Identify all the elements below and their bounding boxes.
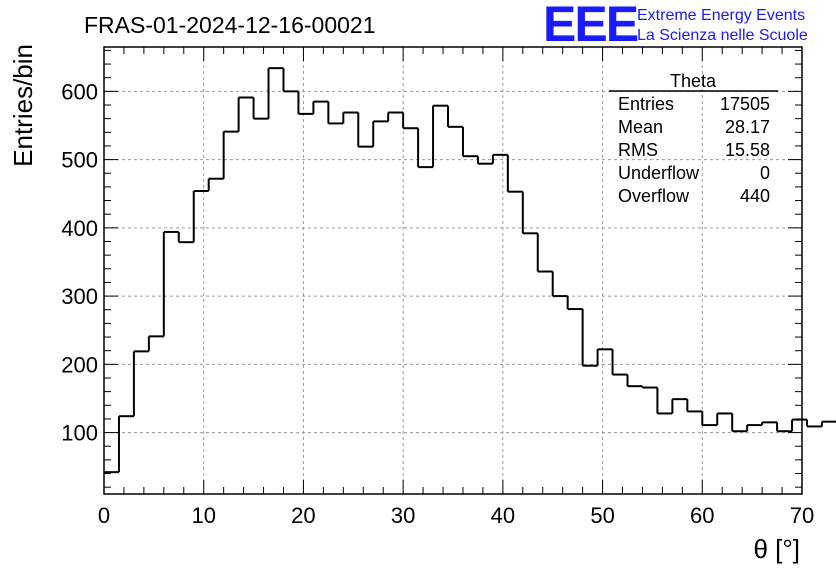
stats-label: Underflow (618, 163, 700, 183)
eee-logo: EEE Extreme Energy Events La Scienza nel… (543, 0, 808, 52)
axes: 0 10 20 30 40 50 60 70 100 200 300 400 500 600 (61, 46, 814, 528)
y-tick-label: 500 (61, 148, 98, 173)
eee-logo-line2: La Scienza nelle Scuole (637, 27, 808, 44)
eee-logo-line1: Extreme Energy Events (637, 7, 805, 24)
stats-value: 440 (740, 186, 770, 206)
x-tick-label: 0 (98, 503, 110, 528)
y-tick-label: 100 (61, 421, 98, 446)
x-tick-label: 30 (391, 503, 415, 528)
stats-value: 15.58 (725, 140, 770, 160)
stats-label: Mean (618, 117, 663, 137)
stats-box-title: Theta (670, 71, 717, 91)
x-tick-label: 40 (491, 503, 515, 528)
y-axis-label: Entries/bin (8, 44, 38, 167)
histogram (104, 67, 836, 474)
x-tick-label: 70 (790, 503, 814, 528)
stats-value: 28.17 (725, 117, 770, 137)
x-tick-label: 60 (690, 503, 714, 528)
plot-frame (103, 46, 803, 495)
stats-rows: Entries 17505 Mean 28.17 RMS 15.58 Underflow 0 O… (618, 94, 770, 206)
y-tick-label: 200 (61, 352, 98, 377)
x-tick-label: 50 (590, 503, 614, 528)
x-tick-label: 20 (291, 503, 315, 528)
stats-label: RMS (618, 140, 658, 160)
stats-value: 17505 (720, 94, 770, 114)
chart-title: FRAS-01-2024-12-16-00021 (84, 12, 376, 38)
stats-box: Theta Entries 17505 Mean 28.17 RMS 15.58 Under… (609, 71, 778, 206)
y-tick-label: 300 (61, 284, 98, 309)
y-tick-label: 400 (61, 216, 98, 241)
x-axis-label: θ [°] (753, 534, 800, 564)
x-tick-label: 10 (191, 503, 215, 528)
stats-label: Overflow (618, 186, 690, 206)
grid (104, 47, 802, 494)
y-tick-label: 600 (61, 79, 98, 104)
stats-value: 0 (760, 163, 770, 183)
eee-logo-mark: EEE (543, 0, 638, 52)
stats-label: Entries (618, 94, 674, 114)
